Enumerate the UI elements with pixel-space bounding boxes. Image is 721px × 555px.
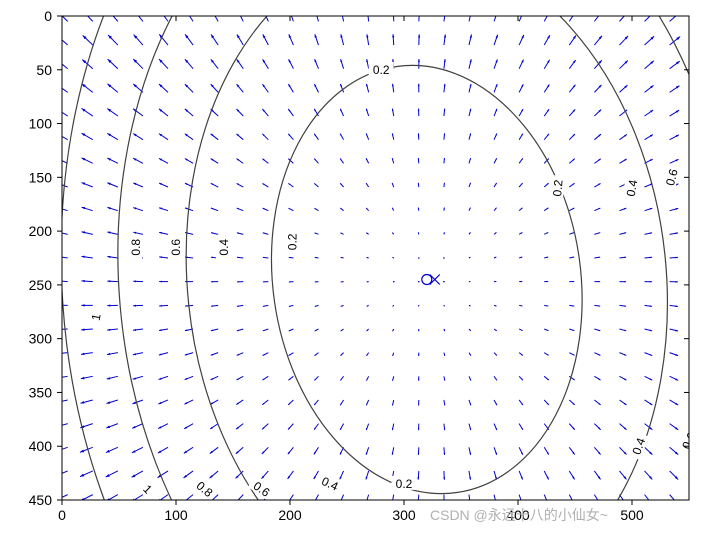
contour-label: 0.2 <box>396 477 413 491</box>
contour-label: 0.2 <box>285 233 299 250</box>
contour-label: 0.2 <box>373 63 390 77</box>
x-tick-label: 200 <box>278 507 302 523</box>
y-tick-label: 150 <box>29 169 53 185</box>
x-tick-label: 300 <box>392 507 416 523</box>
contour-label: 0.6 <box>169 239 183 256</box>
contour-label: 0.2 <box>550 179 565 197</box>
y-tick-label: 450 <box>29 492 53 508</box>
y-tick-label: 400 <box>29 438 53 454</box>
contour-quiver-plot: 0.20.20.20.20.40.40.40.40.60.60.60.60.80… <box>0 0 721 555</box>
y-tick-label: 250 <box>29 277 53 293</box>
contour-label: 0.8 <box>129 239 143 256</box>
y-tick-label: 300 <box>29 331 53 347</box>
y-tick-label: 350 <box>29 384 53 400</box>
contour-label: 0.4 <box>624 178 641 197</box>
x-tick-label: 0 <box>58 507 66 523</box>
x-tick-label: 400 <box>506 507 530 523</box>
x-tick-label: 100 <box>164 507 188 523</box>
y-tick-label: 200 <box>29 223 53 239</box>
y-tick-label: 0 <box>44 8 52 24</box>
y-tick-label: 50 <box>36 62 52 78</box>
y-tick-label: 100 <box>29 116 53 132</box>
contour-label: 0.4 <box>217 239 231 256</box>
chart-container: 0.20.20.20.20.40.40.40.40.60.60.60.60.80… <box>0 0 721 555</box>
x-tick-label: 500 <box>620 507 644 523</box>
